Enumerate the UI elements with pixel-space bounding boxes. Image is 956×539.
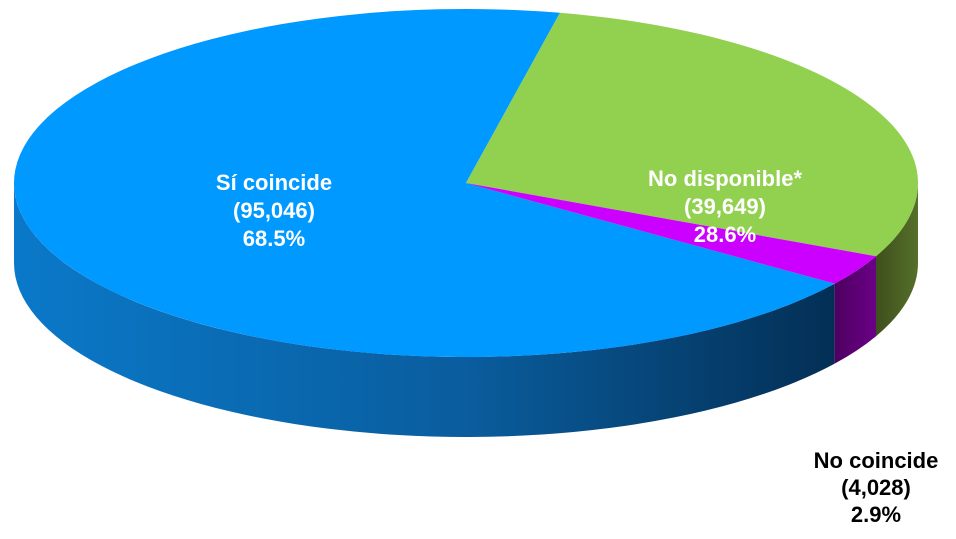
slice-count: (39,649) [684,194,766,219]
slice-label: No disponible* [648,166,802,191]
slice-percent: 28.6% [694,222,756,247]
pie-slice-side [14,183,835,437]
pie-slice-side [876,183,918,337]
slice-label: No coincide [814,448,939,473]
slice-count: (95,046) [233,198,315,223]
pie-slice-side [834,256,877,364]
slice-label: Sí coincide [216,170,332,195]
slice-count: (4,028) [841,475,911,500]
pie-slice [466,183,877,284]
pie-slice [13,9,835,358]
slice-percent: 68.5% [243,226,305,251]
pie-slice [466,12,918,257]
slice-percent: 2.9% [851,502,901,527]
